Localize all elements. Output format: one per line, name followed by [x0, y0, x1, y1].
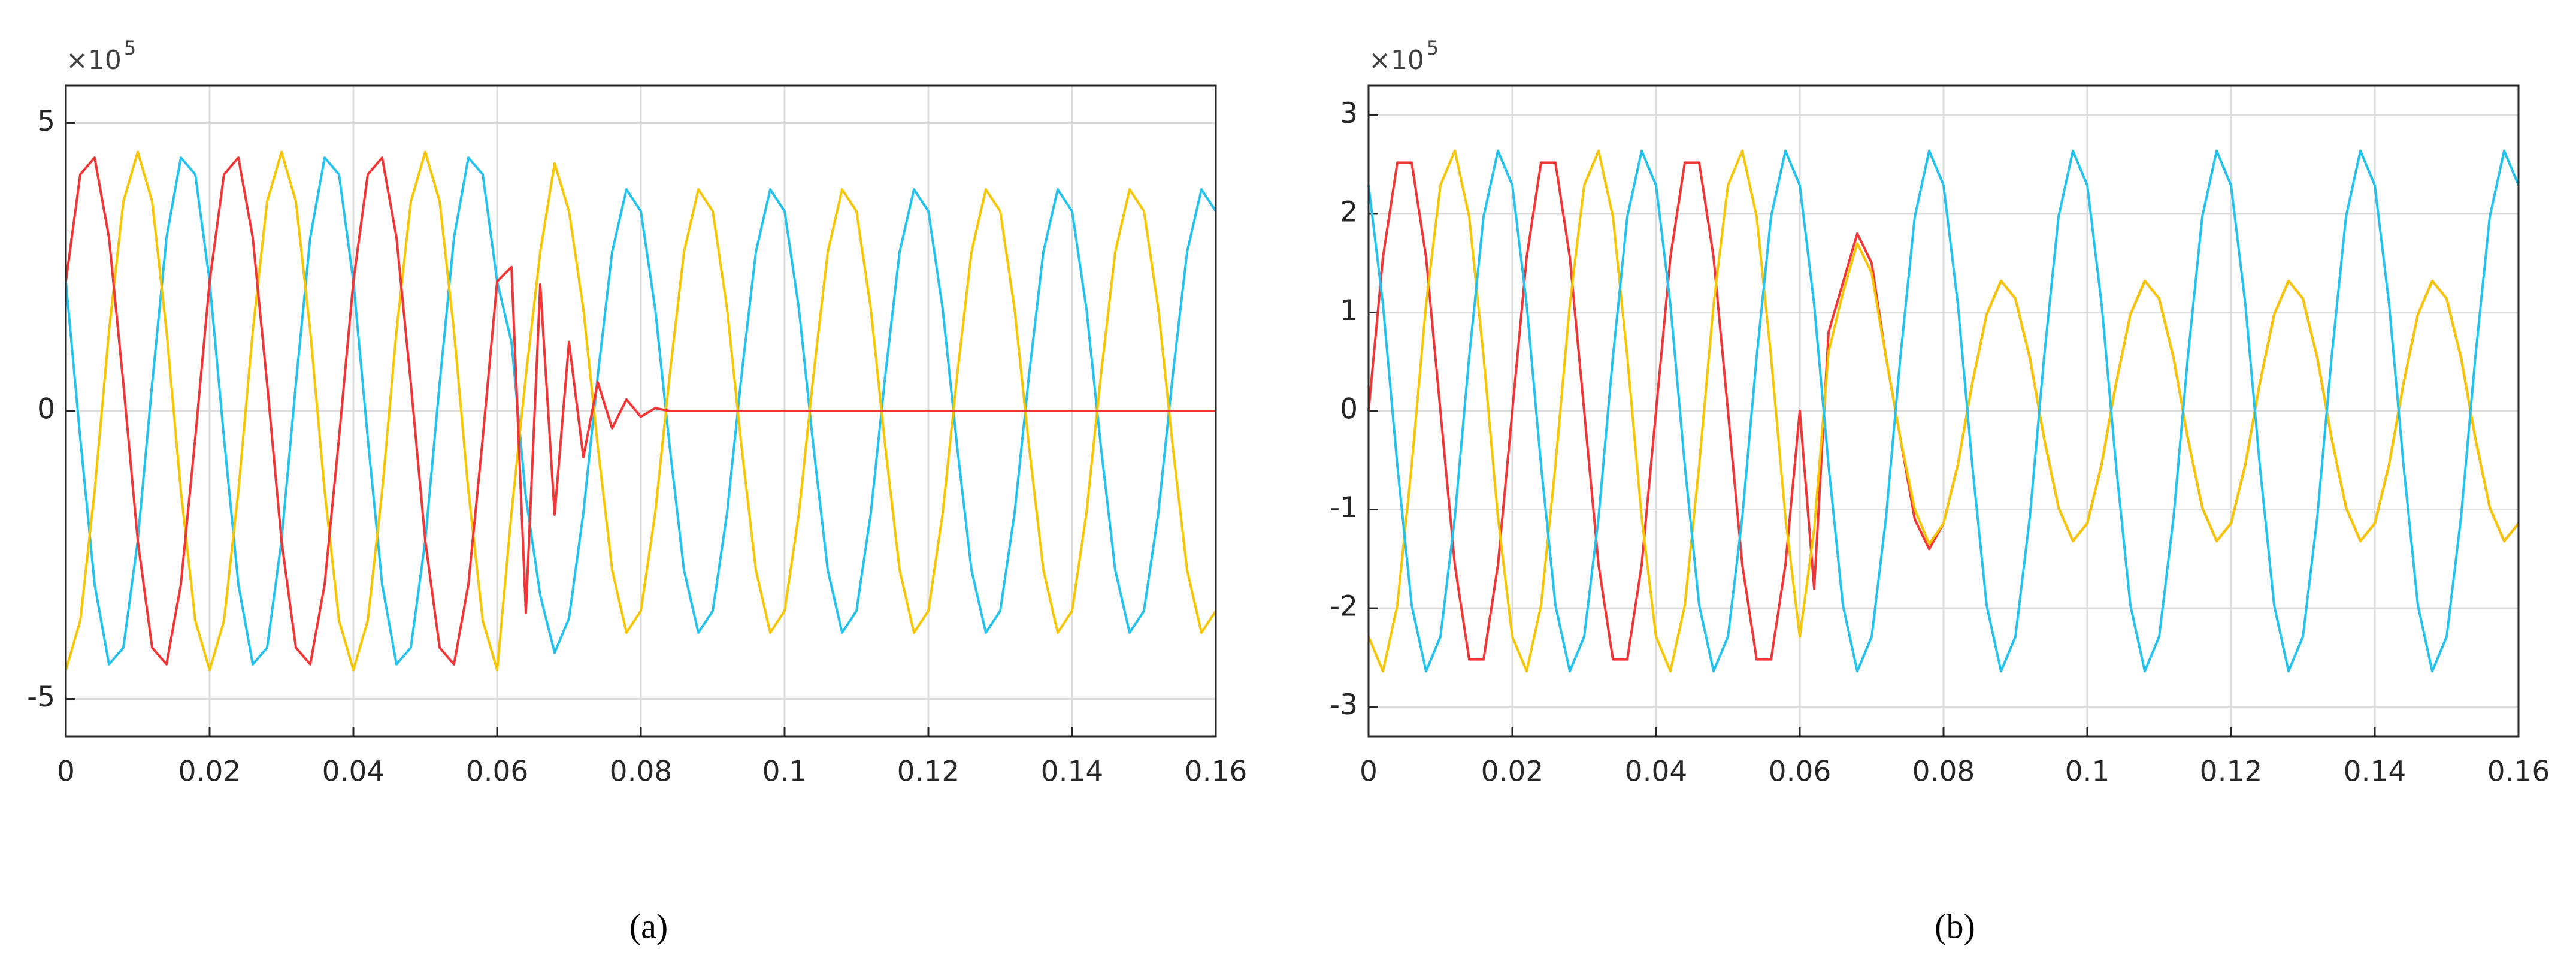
x-tick-label: 0.02: [1481, 756, 1544, 788]
x-tick-label: 0.02: [178, 756, 241, 788]
plot-frame: [65, 84, 1217, 738]
caption: (a): [629, 906, 668, 945]
x-tick-label: 0.06: [466, 756, 529, 788]
x-tick-label: 0: [1360, 756, 1378, 788]
y-tick-label: -5: [27, 681, 55, 714]
series-line: [65, 156, 1216, 666]
x-tick-label: 0.12: [2200, 756, 2263, 788]
y-tick-label: -3: [1330, 688, 1358, 721]
y-tick-label: 0: [37, 393, 55, 426]
y-tick-label: 1: [1340, 294, 1358, 327]
x-tick-label: 0.14: [1041, 756, 1104, 788]
y-tick-label: 0: [1340, 393, 1358, 426]
x-tick-label: 0.16: [1185, 756, 1248, 788]
plot-frame: [1367, 84, 2520, 738]
x-tick-label: 0.04: [322, 756, 385, 788]
x-tick-label: 0.16: [2487, 756, 2550, 788]
y-tick-label: 5: [37, 105, 55, 138]
x-tick-label: 0.1: [762, 756, 807, 788]
y-tick-label: 2: [1340, 195, 1358, 228]
x-tick-label: 0.08: [1912, 756, 1975, 788]
y-multiplier-exponent: 5: [124, 37, 136, 59]
series-line: [1367, 149, 2520, 673]
y-tick-label: -1: [1330, 491, 1358, 524]
y-multiplier: ×10: [66, 45, 122, 75]
y-multiplier-exponent: 5: [1427, 37, 1439, 59]
x-tick-label: 0.04: [1625, 756, 1688, 788]
y-multiplier: ×10: [1369, 45, 1424, 75]
x-tick-label: 0.1: [2065, 756, 2110, 788]
x-tick-label: 0.08: [610, 756, 673, 788]
x-tick-label: 0.12: [897, 756, 960, 788]
caption: (b): [1935, 906, 1975, 945]
x-tick-label: 0: [57, 756, 75, 788]
x-tick-label: 0.06: [1769, 756, 1832, 788]
series-line: [65, 156, 1217, 666]
y-tick-label: 3: [1340, 97, 1358, 130]
y-tick-label: -2: [1330, 590, 1358, 623]
x-tick-label: 0.14: [2344, 756, 2407, 788]
